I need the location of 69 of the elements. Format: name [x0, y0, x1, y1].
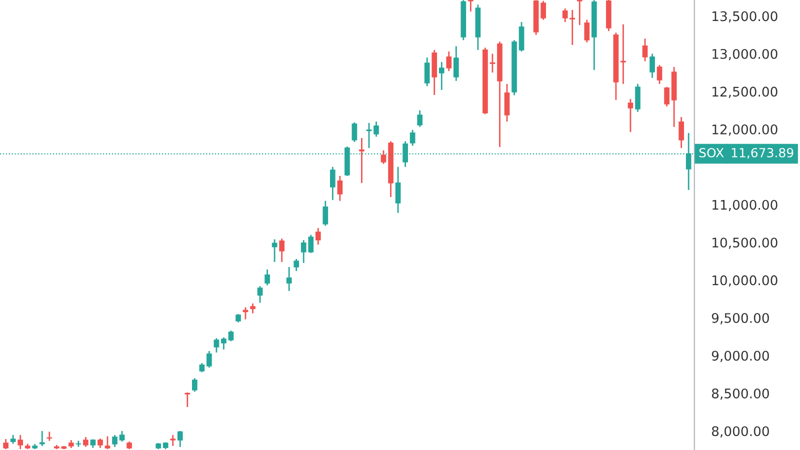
candlestick: [410, 129, 416, 146]
candlestick: [112, 434, 118, 448]
candlestick: [417, 110, 423, 128]
candlestick: [170, 434, 176, 447]
candlestick: [656, 64, 662, 85]
candlestick: [576, 0, 582, 26]
candlestick: [322, 200, 328, 226]
candlestick: [642, 38, 648, 62]
candlestick: [119, 430, 125, 442]
ref-line-label: SOX: [699, 148, 724, 158]
candlestick: [584, 19, 590, 44]
y-tick-label: 9,000.00: [712, 350, 769, 362]
candlestick: [286, 266, 292, 292]
candlestick: [374, 120, 379, 138]
text: 11,673.89: [732, 148, 794, 159]
candlestick: [250, 302, 256, 314]
candlestick: [98, 438, 103, 449]
candlestick: [221, 336, 226, 350]
candlestick: [620, 24, 626, 85]
y-tick-label: 11,000.00: [712, 200, 778, 212]
candlestick: [395, 166, 401, 214]
candlestick: [628, 98, 634, 133]
candlestick: [206, 350, 212, 368]
y-tick-label: 13,000.00: [712, 48, 778, 60]
candlestick: [294, 258, 300, 272]
candlestick: [184, 392, 190, 408]
candlestick: [83, 436, 88, 448]
candlestick: [18, 434, 24, 450]
candlestick: [664, 86, 670, 108]
candlestick: [432, 49, 438, 96]
candlestick: [3, 438, 8, 450]
candlestick: [453, 45, 459, 82]
candlestick: [518, 21, 524, 52]
candlestick: [330, 166, 336, 201]
candlestick: [228, 330, 234, 342]
candlestick: [490, 53, 496, 74]
candlestick: [264, 268, 270, 286]
candlestick: [199, 362, 205, 373]
candlestick: [424, 56, 430, 87]
candlestick: [272, 238, 278, 263]
candlestick: [214, 337, 220, 354]
y-tick-label: 13,500.00: [712, 11, 778, 23]
candlestick: [337, 175, 343, 202]
candlestick: [678, 116, 684, 149]
candlestick: [257, 285, 263, 304]
candlestick: [359, 137, 364, 184]
y-tick-label: 9,500.00: [712, 313, 769, 324]
y-tick-label: 12,500.00: [712, 86, 778, 98]
y-tick-label: 12,000.00: [712, 124, 778, 136]
y-tick-label: 8,000.00: [712, 426, 769, 438]
candlestick: [635, 83, 640, 113]
y-tick-label: 8,500.00: [712, 388, 769, 400]
candlestick: [650, 53, 655, 79]
candlestick: [192, 377, 198, 392]
candlestick: [366, 122, 372, 149]
candlestick: [279, 238, 284, 263]
candlestick: [446, 50, 452, 72]
candlestick: [104, 436, 110, 450]
candlestick: [352, 122, 358, 143]
candlestick: [177, 430, 183, 448]
candlestick: [380, 150, 386, 165]
candlestick: [438, 61, 444, 91]
y-tick-label: 10,000.00: [712, 275, 778, 287]
candlestick: [468, 0, 474, 12]
y-tick-label: 10,500.00: [712, 238, 778, 249]
candlestick: [504, 83, 510, 122]
candlestick: [315, 227, 321, 246]
candlestick: [46, 431, 52, 442]
candlestick: [540, 0, 546, 20]
